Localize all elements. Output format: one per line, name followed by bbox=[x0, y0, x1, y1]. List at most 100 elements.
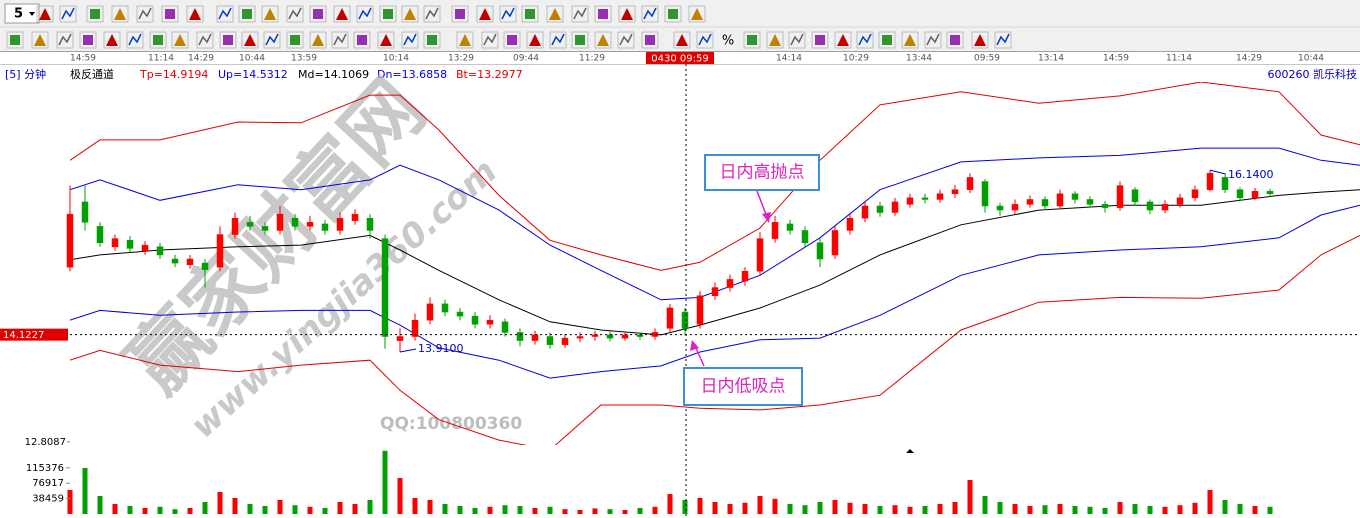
toolbar-button[interactable] bbox=[333, 5, 351, 23]
toolbar-button[interactable] bbox=[571, 31, 589, 49]
candle-body bbox=[951, 189, 959, 195]
toolbar-button[interactable] bbox=[673, 31, 691, 49]
toolbar-button[interactable] bbox=[219, 31, 237, 49]
toolbar-button[interactable] bbox=[503, 31, 521, 49]
time-label: 13:29 bbox=[448, 54, 474, 64]
toolbar-button[interactable] bbox=[171, 31, 189, 49]
toolbar-button[interactable] bbox=[811, 31, 829, 49]
toolbar-button[interactable] bbox=[901, 31, 919, 49]
toolbar-button[interactable] bbox=[476, 5, 494, 23]
toolbar-button[interactable] bbox=[456, 31, 474, 49]
toolbar-button[interactable] bbox=[186, 5, 204, 23]
toolbar-button[interactable] bbox=[353, 31, 371, 49]
toolbar-button[interactable] bbox=[261, 5, 279, 23]
volume-bar bbox=[877, 506, 883, 514]
period-select[interactable]: 5 bbox=[4, 3, 40, 24]
toolbar-button[interactable] bbox=[423, 5, 441, 23]
volume-bar bbox=[1162, 506, 1168, 514]
toolbar-button[interactable] bbox=[641, 31, 659, 49]
toolbar-button[interactable] bbox=[309, 5, 327, 23]
toolbar-button[interactable]: % bbox=[722, 34, 734, 49]
toolbar-button[interactable] bbox=[423, 31, 441, 49]
toolbar-button[interactable] bbox=[401, 5, 419, 23]
toolbar-button[interactable] bbox=[641, 5, 659, 23]
toolbar-button[interactable] bbox=[31, 31, 49, 49]
toolbar-button[interactable] bbox=[241, 31, 259, 49]
toolbar-button[interactable] bbox=[238, 5, 256, 23]
icon-glyph bbox=[996, 33, 1010, 46]
toolbar-button[interactable] bbox=[196, 31, 214, 49]
toolbar-button[interactable] bbox=[571, 5, 589, 23]
toolbar-button[interactable] bbox=[878, 31, 896, 49]
toolbar-button[interactable] bbox=[451, 5, 469, 23]
toolbar-button[interactable] bbox=[331, 31, 349, 49]
toolbar-button[interactable] bbox=[216, 5, 234, 23]
toolbar-button[interactable] bbox=[377, 31, 395, 49]
icon-frame bbox=[811, 31, 829, 49]
channel-line bbox=[70, 147, 1360, 301]
toolbar-button[interactable] bbox=[594, 5, 612, 23]
toolbar-button[interactable] bbox=[743, 31, 761, 49]
toolbar-button[interactable] bbox=[111, 5, 129, 23]
icon-glyph bbox=[950, 35, 960, 45]
volume-bar bbox=[442, 504, 448, 514]
toolbar-button[interactable] bbox=[549, 31, 567, 49]
candle-body bbox=[1191, 189, 1199, 199]
toolbar-button[interactable] bbox=[79, 31, 97, 49]
icon-frame bbox=[161, 5, 179, 23]
toolbar-button[interactable] bbox=[994, 31, 1012, 49]
cursor-time-box bbox=[646, 52, 714, 64]
icon-frame bbox=[263, 31, 281, 49]
toolbar-button[interactable] bbox=[521, 5, 539, 23]
toolbar-button[interactable] bbox=[856, 31, 874, 49]
candle-body bbox=[621, 334, 629, 339]
toolbar-button[interactable] bbox=[136, 5, 154, 23]
toolbar-button[interactable] bbox=[946, 31, 964, 49]
toolbar-button[interactable] bbox=[766, 31, 784, 49]
toolbar-button[interactable] bbox=[971, 31, 989, 49]
toolbar-button[interactable] bbox=[546, 5, 564, 23]
time-label: 10:44 bbox=[239, 54, 265, 64]
toolbar-button[interactable] bbox=[149, 31, 167, 49]
icon-glyph bbox=[691, 8, 703, 20]
toolbar-button[interactable] bbox=[664, 5, 682, 23]
toolbar-button[interactable] bbox=[526, 31, 544, 49]
icon-glyph bbox=[357, 35, 367, 45]
toolbar-button[interactable] bbox=[688, 5, 706, 23]
price-label: 13.9100 bbox=[418, 342, 464, 355]
volume-bar bbox=[412, 498, 418, 514]
toolbar-button[interactable] bbox=[788, 31, 806, 49]
toolbar-button[interactable] bbox=[161, 5, 179, 23]
toolbar-button[interactable] bbox=[499, 5, 517, 23]
time-label: 11:29 bbox=[579, 54, 605, 64]
toolbar-button[interactable] bbox=[594, 31, 612, 49]
toolbar-button[interactable] bbox=[924, 31, 942, 49]
icon-frame bbox=[379, 5, 397, 23]
toolbar-button[interactable] bbox=[309, 31, 327, 49]
toolbar-button[interactable] bbox=[59, 5, 77, 23]
candle-body bbox=[126, 240, 134, 249]
icon-glyph bbox=[380, 34, 392, 46]
toolbar-button[interactable] bbox=[36, 5, 54, 23]
toolbar-button[interactable] bbox=[618, 5, 636, 23]
toolbar-button[interactable] bbox=[356, 5, 374, 23]
toolbar-button[interactable] bbox=[617, 31, 635, 49]
toolbar-button[interactable] bbox=[379, 5, 397, 23]
toolbar-button[interactable] bbox=[263, 31, 281, 49]
toolbar-button[interactable] bbox=[286, 31, 304, 49]
icon-frame bbox=[594, 31, 612, 49]
toolbar-button[interactable] bbox=[126, 31, 144, 49]
toolbar-button[interactable] bbox=[401, 31, 419, 49]
icon-frame bbox=[451, 5, 469, 23]
toolbar-button[interactable] bbox=[86, 5, 104, 23]
toolbar-button[interactable] bbox=[696, 31, 714, 49]
toolbar-button[interactable] bbox=[103, 31, 121, 49]
toolbar-button[interactable] bbox=[286, 5, 304, 23]
icon-glyph bbox=[358, 7, 372, 20]
icon-frame bbox=[111, 5, 129, 23]
volume-bar bbox=[67, 490, 73, 514]
toolbar-button[interactable] bbox=[6, 31, 24, 49]
toolbar-button[interactable] bbox=[834, 31, 852, 49]
toolbar-button[interactable] bbox=[481, 31, 499, 49]
toolbar-button[interactable] bbox=[56, 31, 74, 49]
